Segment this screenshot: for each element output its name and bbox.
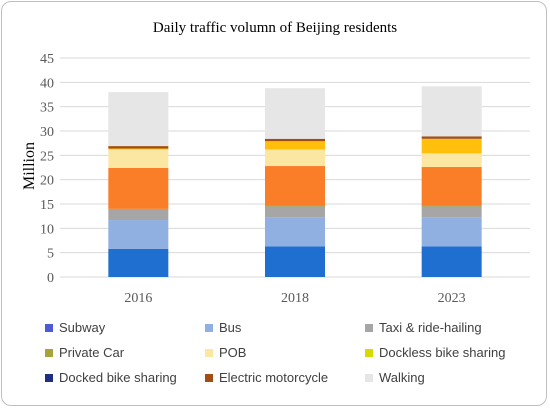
bar-segment xyxy=(108,167,169,209)
bar-segment xyxy=(421,153,482,168)
bar-segment xyxy=(421,167,482,206)
bar-segment xyxy=(265,246,325,277)
bar-segment xyxy=(265,88,325,139)
bar-segment xyxy=(421,86,482,137)
y-axis-label: Million xyxy=(21,142,38,190)
bar-segment xyxy=(108,220,169,249)
y-tick-label: 10 xyxy=(40,222,54,237)
bar-segment xyxy=(265,149,325,167)
y-tick-label: 25 xyxy=(40,149,54,164)
y-tick-label: 5 xyxy=(47,247,54,262)
bar-segment xyxy=(265,217,325,247)
bar-segment xyxy=(421,206,482,218)
bar-segment xyxy=(108,209,169,221)
x-tick-label: 2018 xyxy=(281,291,309,306)
bar-segment xyxy=(265,138,325,142)
bar-segment xyxy=(108,248,169,277)
bar-segment xyxy=(265,141,325,150)
y-tick-label: 40 xyxy=(40,76,54,91)
bar-segment xyxy=(108,208,169,210)
x-tick-label: 2023 xyxy=(438,291,466,306)
bar-segment xyxy=(421,217,482,247)
bar-segment xyxy=(108,92,169,147)
x-tick-label: 2016 xyxy=(124,291,152,306)
y-tick-label: 45 xyxy=(40,52,54,67)
chart-title: Daily traffic volumn of Beijing resident… xyxy=(152,20,398,36)
bar-segment xyxy=(265,206,325,218)
bar-segment xyxy=(108,149,169,168)
bar-segment xyxy=(421,138,482,154)
bar-segment xyxy=(108,146,169,149)
bar-segment xyxy=(108,148,169,150)
bar-segment xyxy=(421,246,482,277)
y-tick-label: 0 xyxy=(47,271,54,286)
bar-segment xyxy=(421,136,482,139)
y-tick-label: 15 xyxy=(40,198,54,213)
y-tick-label: 20 xyxy=(40,174,54,189)
bar-segment xyxy=(265,166,325,206)
y-tick-label: 35 xyxy=(40,101,54,116)
y-tick-label: 30 xyxy=(40,125,54,140)
